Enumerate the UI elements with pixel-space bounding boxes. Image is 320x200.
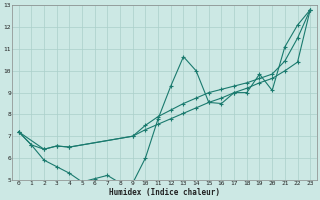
X-axis label: Humidex (Indice chaleur): Humidex (Indice chaleur) <box>109 188 220 197</box>
